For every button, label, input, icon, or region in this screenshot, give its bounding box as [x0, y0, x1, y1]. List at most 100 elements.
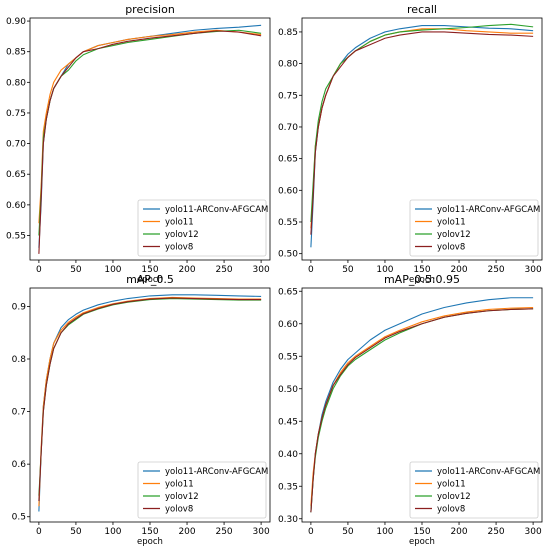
- y-tick-label: 0.9: [12, 302, 27, 312]
- series-line-yolov8: [310, 31, 534, 235]
- chart-title-recall: recall: [407, 3, 437, 16]
- ticks-recall: 0 50 100 150 200 250 300 0.50 0.55 0.60 0.65 0.70 0.…: [278, 28, 542, 275]
- x-tick-label: 300: [525, 527, 542, 537]
- legend-label: yolov12: [165, 230, 199, 240]
- legend-box: [409, 461, 539, 519]
- y-tick-label: 0.65: [278, 287, 298, 297]
- y-tick-label: 0.70: [6, 140, 26, 150]
- legend-label: yolo11-ARConv-AFGCAM: [437, 467, 540, 477]
- y-tick-label: 0.90: [6, 17, 26, 27]
- y-tick-label: 0.75: [6, 109, 26, 119]
- legend-label: yolo11-ARConv-AFGCAM: [165, 467, 268, 477]
- legend-label: yolo11: [437, 480, 466, 490]
- axes-frame-recall: [301, 17, 543, 261]
- legend-label: yolov8: [437, 505, 465, 515]
- y-tick-label: 0.65: [278, 155, 298, 165]
- y-tick-label: 0.5: [12, 513, 26, 523]
- axes-frame-map50-95: [301, 287, 543, 523]
- y-tick-label: 0.50: [278, 385, 298, 395]
- legend-map50-95: yolo11-ARConv-AFGCAM yolo11 yolov12 yolov8: [409, 461, 540, 519]
- chart-title-precision: precision: [125, 3, 175, 16]
- y-tick-label: 0.55: [278, 352, 298, 362]
- x-axis-label-map50: epoch: [137, 537, 163, 546]
- y-tick-label: 0.8: [12, 355, 27, 365]
- legend-label: yolov12: [437, 230, 471, 240]
- legend-precision: yolo11-ARConv-AFGCAM yolo11 yolov12 yolov8: [137, 199, 268, 257]
- x-tick-label: 0: [308, 265, 314, 275]
- x-tick-label: 0: [36, 527, 42, 537]
- x-axis-label-precision: epoch: [137, 275, 163, 285]
- series-group-precision: [38, 24, 262, 254]
- legend-box: [137, 461, 267, 519]
- x-tick-label: 200: [178, 265, 195, 275]
- subplot-map50-95: mAP_0.5:0.95 epoch 0 50 100 150 200 250 300 0.3…: [278, 273, 543, 546]
- x-tick-label: 250: [215, 265, 232, 275]
- chart-title-map50-95: mAP_0.5:0.95: [384, 273, 460, 286]
- legend-label: yolov12: [165, 492, 199, 502]
- x-tick-label: 50: [70, 265, 82, 275]
- x-tick-label: 0: [308, 527, 314, 537]
- legend-label: yolo11: [165, 480, 194, 490]
- y-tick-label: 0.60: [278, 186, 298, 196]
- legend-box: [409, 199, 539, 257]
- y-tick-label: 0.60: [6, 201, 26, 211]
- x-tick-label: 250: [487, 265, 504, 275]
- chart-title-map50: mAP_0.5: [126, 273, 174, 286]
- y-tick-label: 0.55: [6, 231, 26, 241]
- y-tick-label: 0.75: [278, 91, 298, 101]
- series-group-map50: [38, 294, 262, 512]
- axes-frame-map50: [29, 287, 271, 523]
- series-line-yolov8: [38, 297, 262, 501]
- x-tick-label: 200: [178, 527, 195, 537]
- subplot-map50: mAP_0.5 epoch 0 50 100 150 200 250 300 0.5 0.6 0.…: [12, 273, 271, 546]
- y-tick-label: 0.85: [6, 48, 26, 58]
- legend-label: yolo11-ARConv-AFGCAM: [437, 205, 540, 215]
- series-line-yolov12: [310, 23, 534, 223]
- axes-frame-precision: [29, 17, 271, 261]
- y-tick-label: 0.55: [278, 218, 298, 228]
- subplot-precision: precision epoch 0 50 100 150 200 250 300 0.55 0.…: [6, 3, 271, 285]
- subplot-recall: recall epoch 0 50 100 150 200 250 3000.500.550…: [278, 3, 543, 285]
- series-line-yolov8: [38, 30, 262, 254]
- x-tick-label: 300: [253, 265, 270, 275]
- series-group-recall: [310, 23, 534, 248]
- x-tick-label: 100: [376, 265, 393, 275]
- ticks-precision: 0 50 100 150 200 250 300 0.55 0.60 0.65 0.70 0.75 0.…: [6, 17, 270, 275]
- y-tick-label: 0.70: [278, 123, 298, 133]
- legend-box: [137, 199, 267, 257]
- x-tick-label: 50: [342, 265, 354, 275]
- y-tick-label: 0.35: [278, 482, 298, 492]
- x-tick-label: 100: [376, 527, 393, 537]
- y-tick-label: 0.7: [12, 408, 26, 418]
- legend-label: yolo11-ARConv-AFGCAM: [165, 205, 268, 215]
- x-tick-label: 150: [413, 527, 430, 537]
- legend-label: yolov12: [437, 492, 471, 502]
- legend-label: yolov8: [165, 243, 193, 253]
- x-tick-label: 50: [342, 527, 354, 537]
- y-tick-label: 0.80: [6, 78, 26, 88]
- x-tick-label: 250: [487, 527, 504, 537]
- y-tick-label: 0.65: [6, 170, 26, 180]
- x-tick-label: 0: [36, 265, 42, 275]
- y-tick-label: 0.50: [278, 250, 298, 260]
- x-tick-label: 100: [104, 265, 121, 275]
- ticks-map50: 0 50 100 150 200 250 300 0.5 0.6 0.7 0.8 0.9: [12, 302, 270, 537]
- y-tick-label: 0.6: [12, 460, 27, 470]
- y-tick-label: 0.30: [278, 515, 298, 525]
- series-line-yolov8: [310, 308, 534, 513]
- x-tick-label: 200: [450, 527, 467, 537]
- x-tick-label: 300: [253, 527, 270, 537]
- legend-recall: yolo11-ARConv-AFGCAM yolo11 yolov12 yolov8: [409, 199, 540, 257]
- x-tick-label: 100: [104, 527, 121, 537]
- ticks-map50-95: 0 50 100 150 200 250 300 0.30 0.35 0.40 0.45 0.50 0.…: [278, 287, 542, 537]
- legend-map50: yolo11-ARConv-AFGCAM yolo11 yolov12 yolov8: [137, 461, 268, 519]
- legend-label: yolo11: [165, 218, 194, 228]
- y-tick-label: 0.60: [278, 320, 298, 330]
- legend-label: yolo11: [437, 218, 466, 228]
- series-line-yolo11: [38, 29, 262, 224]
- x-axis-label-map50-95: epoch: [409, 537, 435, 546]
- y-tick-label: 0.45: [278, 417, 298, 427]
- x-tick-label: 250: [215, 527, 232, 537]
- x-tick-label: 150: [141, 265, 158, 275]
